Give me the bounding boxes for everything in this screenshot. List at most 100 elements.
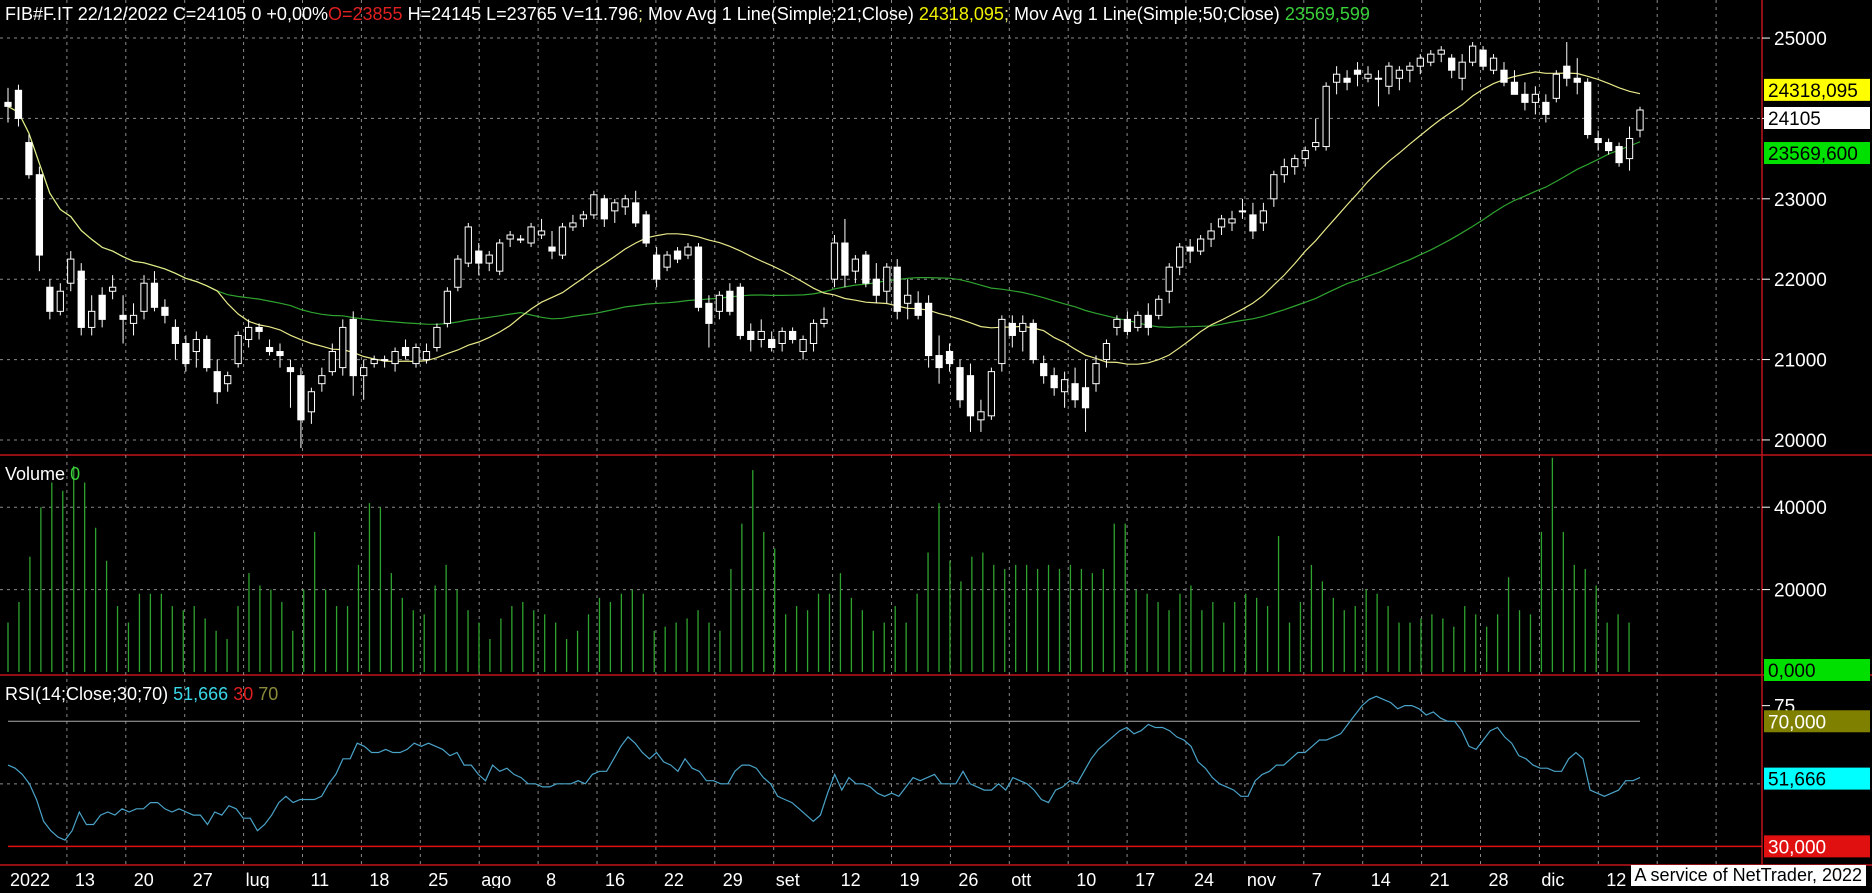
candle-body-up: [1207, 230, 1215, 240]
candle-body-up: [496, 242, 504, 272]
candle-body-up: [339, 326, 347, 369]
candle-body-up: [234, 334, 242, 365]
candle-body-up: [1280, 166, 1288, 176]
ma21-label: Mov Avg 1 Line(Simple;21;Close): [648, 4, 914, 24]
candle-body-up: [140, 282, 148, 312]
volume-value: V=11.796: [561, 4, 638, 24]
time-tick-label: 2022: [10, 870, 50, 888]
time-tick-label: 11: [311, 870, 330, 888]
candle-body-down: [1604, 142, 1613, 152]
candle-body-up: [621, 198, 629, 208]
rsi30-value-tag: 30,000: [1768, 837, 1826, 858]
candle-body-down: [1040, 363, 1048, 377]
volume-current: 0: [70, 464, 81, 484]
candle-body-down: [1186, 246, 1194, 252]
candle-body-down: [642, 214, 650, 244]
volume-value-tag: 0,000: [1768, 661, 1816, 682]
candle-body-up: [360, 367, 368, 377]
candle-body-up: [590, 194, 598, 216]
candle-body-down: [705, 302, 713, 324]
candle-body-down: [945, 351, 954, 365]
candle-body-down: [297, 375, 305, 421]
time-tick-label: 24: [1194, 870, 1214, 888]
candle-body-down: [1500, 69, 1508, 83]
time-tick-label: 25: [428, 870, 448, 888]
candle-body-up: [1196, 238, 1205, 252]
ma50-value: 23569,599: [1284, 4, 1370, 24]
time-tick-label: 7: [1312, 870, 1322, 888]
rsi-label: RSI(14;Close;30;70): [5, 684, 169, 704]
candle-body-down: [98, 294, 106, 320]
ma50-series-line: [7, 105, 1641, 329]
candle-body-up: [1364, 73, 1372, 79]
candle-body-up: [244, 326, 253, 340]
candle-body-down: [652, 254, 661, 280]
candle-body-up: [1385, 65, 1393, 87]
candle-body-up: [67, 258, 75, 284]
rsi-current: 51,666: [173, 684, 229, 704]
candle-body-down: [1029, 322, 1037, 361]
candle-body-down: [276, 351, 284, 357]
candle-body-down: [1615, 146, 1623, 164]
candle-body-up: [1270, 174, 1278, 200]
candle-body-up: [1552, 73, 1560, 99]
time-tick-label: nov: [1247, 870, 1276, 888]
candle-body-up: [56, 290, 64, 312]
candle-body-down: [1343, 77, 1351, 83]
candle-body-down: [600, 198, 608, 220]
candle-body-up: [307, 391, 316, 413]
candle-body-down: [841, 242, 849, 276]
candle-body-up: [537, 230, 546, 236]
candle-body-up: [412, 347, 420, 365]
candle-body-up: [569, 222, 577, 228]
symbol: FIB#F.IT: [5, 4, 73, 24]
candle-body-down: [25, 142, 33, 176]
candle-body-down: [1584, 81, 1592, 136]
candle-body-down: [1573, 77, 1581, 83]
candle-body-up: [998, 318, 1006, 365]
candle-body-down: [1353, 69, 1362, 75]
ma21-series-line: [7, 71, 1641, 365]
price-header: FIB#F.IT 22/12/2022 C=24105 0 +0,00%O=23…: [5, 4, 1370, 25]
candle-body-down: [286, 367, 295, 373]
time-tick-label: 28: [1489, 870, 1509, 888]
time-tick-label: 13: [75, 870, 95, 888]
candle-body-up: [485, 254, 493, 264]
time-tick-label: set: [776, 870, 800, 888]
candle-body-up: [1625, 138, 1634, 160]
candle-body-up: [129, 314, 138, 324]
candle-body-down: [956, 367, 964, 401]
candle-body-up: [1489, 57, 1498, 71]
candle-body-up: [663, 254, 671, 268]
price-panel[interactable]: [4, 42, 1644, 448]
volume-tick-label: 40000: [1774, 498, 1827, 519]
volume-tick-label: 20000: [1774, 581, 1827, 602]
candle-body-down: [4, 101, 12, 107]
candle-body-down: [726, 290, 734, 312]
candle-body-down: [1050, 375, 1058, 389]
time-tick-label: 21: [1430, 870, 1450, 888]
ma50-value-tag: 23569,600: [1768, 144, 1858, 165]
change-value: 0 +0,00%: [251, 4, 328, 24]
candle-body-up: [1113, 318, 1121, 328]
candle-body-up: [192, 338, 200, 353]
candle-body-up: [1134, 314, 1142, 328]
rsi70-value-tag-bg: [1764, 710, 1870, 733]
rsi-panel[interactable]: [7, 695, 1762, 848]
candle-body-up: [1019, 322, 1027, 332]
volume-panel[interactable]: [7, 457, 1630, 672]
candle-body-down: [1071, 383, 1079, 401]
candle-body-down: [46, 286, 54, 312]
candle-body-down: [1249, 214, 1257, 232]
candle-body-up: [1322, 85, 1330, 148]
time-tick-label: 8: [546, 870, 556, 888]
candle-body-up: [108, 286, 117, 292]
candle-body-down: [788, 330, 797, 340]
candle-body-up: [684, 246, 692, 256]
candle-body-down: [1542, 101, 1550, 115]
candle-body-down: [203, 338, 211, 369]
candle-body-down: [77, 270, 85, 328]
candle-body-up: [380, 359, 389, 362]
